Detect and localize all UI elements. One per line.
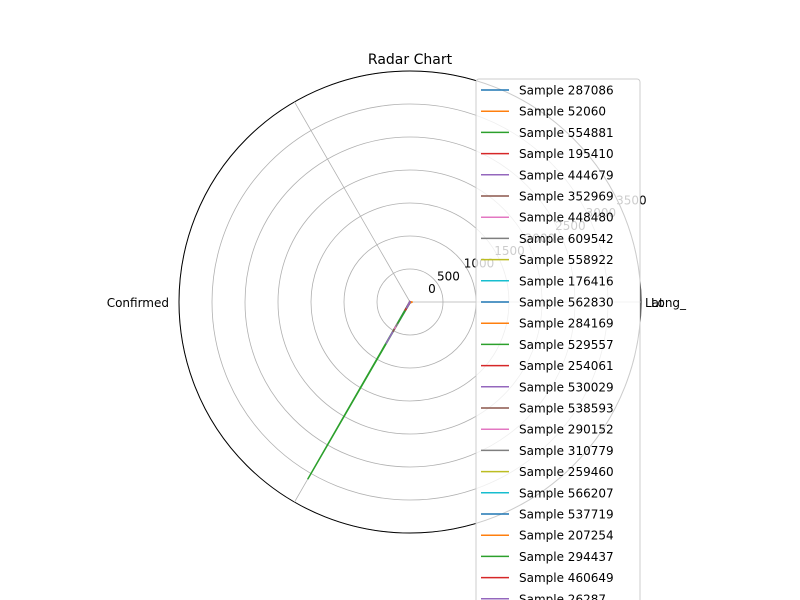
- legend-item: Sample 444679: [481, 168, 614, 182]
- legend-label: Sample 460649: [519, 571, 614, 585]
- legend-item: Sample 176416: [481, 274, 614, 288]
- legend-label: Sample 558922: [519, 253, 614, 267]
- axis-label-confirmed: Confirmed: [107, 296, 169, 310]
- legend-label: Sample 566207: [519, 486, 614, 500]
- legend-label: Sample 352969: [519, 190, 614, 204]
- legend-label: Sample 195410: [519, 147, 614, 161]
- legend-label: Sample 207254: [519, 529, 614, 543]
- legend-label: Sample 294437: [519, 550, 614, 564]
- legend-item: Sample 530029: [481, 380, 614, 394]
- legend-label: Sample 287086: [519, 84, 614, 98]
- legend-label: Sample 310779: [519, 444, 614, 458]
- legend-item: Sample 26287: [481, 592, 606, 600]
- legend-item: Sample 448480: [481, 211, 614, 225]
- legend-item: Sample 558922: [481, 253, 614, 267]
- chart-title: Radar Chart: [368, 52, 453, 68]
- legend-label: Sample 26287: [519, 592, 606, 600]
- legend-item: Sample 294437: [481, 550, 614, 564]
- legend-item: Sample 52060: [481, 105, 606, 119]
- legend-item: Sample 460649: [481, 571, 614, 585]
- legend-item: Sample 566207: [481, 486, 614, 500]
- legend-label: Sample 176416: [519, 274, 614, 288]
- radial-tick-label: 0: [428, 282, 436, 296]
- legend-label: Sample 538593: [519, 402, 614, 416]
- legend-item: Sample 259460: [481, 465, 614, 479]
- legend: Sample 287086 Sample 52060 Sample 554881 Sa…: [475, 78, 641, 600]
- legend-label: Sample 259460: [519, 465, 614, 479]
- legend-label: Sample 448480: [519, 211, 614, 225]
- legend-item: Sample 562830: [481, 296, 614, 310]
- legend-item: Sample 529557: [481, 338, 614, 352]
- radial-tick-label: 500: [437, 269, 460, 283]
- legend-item: Sample 554881: [481, 126, 614, 140]
- legend-label: Sample 529557: [519, 338, 614, 352]
- legend-item: Sample 609542: [481, 232, 614, 246]
- legend-item: Sample 538593: [481, 402, 614, 416]
- legend-label: Sample 290152: [519, 423, 614, 437]
- legend-item: Sample 537719: [481, 508, 614, 522]
- legend-item: Sample 207254: [481, 529, 614, 543]
- data-series: [307, 300, 413, 480]
- legend-box: [475, 78, 641, 600]
- legend-item: Sample 254061: [481, 359, 614, 373]
- series-line-sample-26287: [405, 300, 411, 309]
- legend-label: Sample 562830: [519, 296, 614, 310]
- legend-item: Sample 195410: [481, 147, 614, 161]
- legend-label: Sample 530029: [519, 380, 614, 394]
- legend-label: Sample 537719: [519, 508, 614, 522]
- legend-item: Sample 310779: [481, 444, 614, 458]
- legend-label: Sample 284169: [519, 317, 614, 331]
- legend-item: Sample 284169: [481, 317, 614, 331]
- legend-label: Sample 52060: [519, 105, 606, 119]
- axis-label-long-: Long_: [651, 296, 687, 310]
- legend-label: Sample 444679: [519, 168, 614, 182]
- axis-label-lat: Lat: [645, 296, 664, 310]
- legend-item: Sample 352969: [481, 190, 614, 204]
- axis-line-long-: [294, 101, 411, 303]
- legend-item: Sample 290152: [481, 423, 614, 437]
- legend-label: Sample 554881: [519, 126, 614, 140]
- legend-item: Sample 287086: [481, 84, 614, 98]
- legend-label: Sample 609542: [519, 232, 614, 246]
- legend-label: Sample 254061: [519, 359, 614, 373]
